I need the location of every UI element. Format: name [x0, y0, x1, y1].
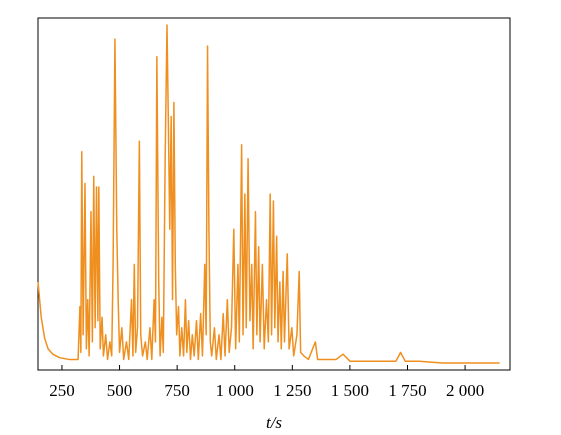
x-tick-label: 2 000 — [446, 381, 484, 400]
x-axis-label: t/s — [266, 413, 282, 432]
plot-frame — [37, 17, 511, 371]
x-tick-label: 1 750 — [388, 381, 426, 400]
x-tick-label: 500 — [107, 381, 133, 400]
data-line — [37, 24, 500, 364]
x-tick-label: 1 000 — [216, 381, 254, 400]
x-tick-label: 1 500 — [331, 381, 369, 400]
x-tick-label: 1 250 — [273, 381, 311, 400]
x-tick-label: 250 — [49, 381, 75, 400]
x-tick-label: 750 — [164, 381, 190, 400]
